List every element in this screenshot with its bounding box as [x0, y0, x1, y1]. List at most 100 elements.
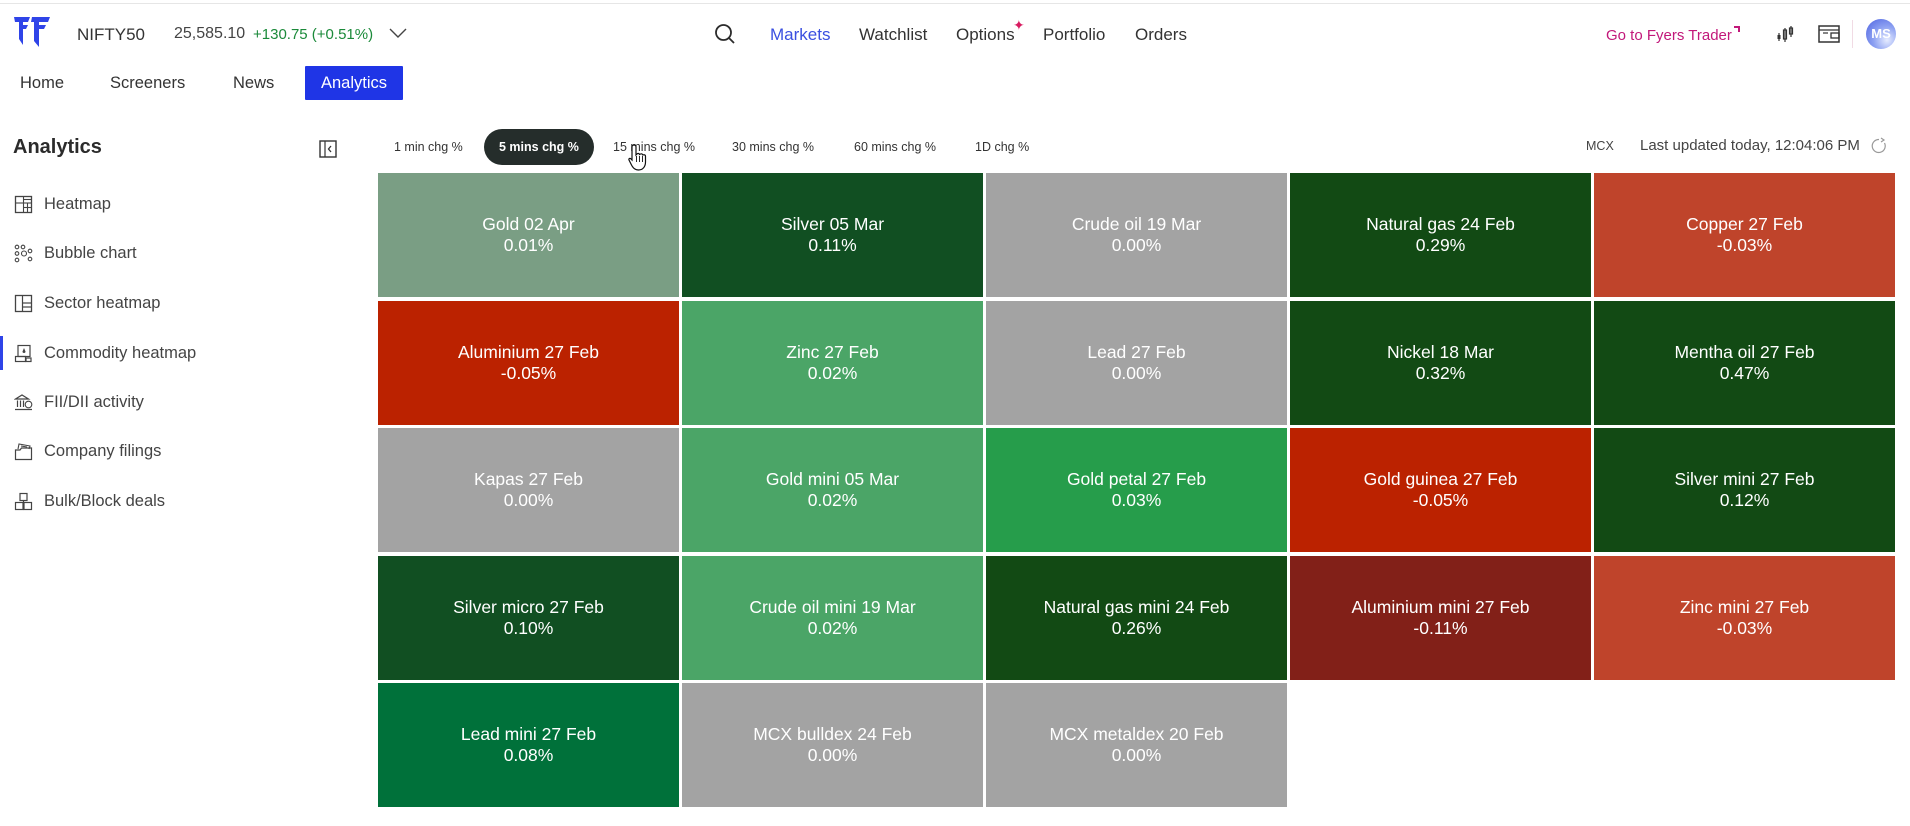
tile-commodity-name: MCX bulldex 24 Feb	[753, 724, 912, 744]
tile-change-percent: 0.01%	[503, 235, 554, 255]
tile-change-percent: 0.12%	[1719, 490, 1770, 510]
sidebar-item-fii-dii-activity[interactable]: FII/DII activity	[0, 385, 340, 419]
sidebar-item-label: Heatmap	[44, 195, 111, 213]
tile-commodity-name: Kapas 27 Feb	[474, 469, 583, 489]
filter-1d[interactable]: 1D chg %	[975, 140, 1030, 154]
filter-1-min[interactable]: 1 min chg %	[394, 140, 463, 154]
heatmap-tile[interactable]: Aluminium mini 27 Feb -0.11%	[1290, 555, 1591, 680]
tile-change-percent: -0.05%	[500, 362, 557, 383]
heatmap-tile[interactable]: Zinc 27 Feb 0.02%	[682, 300, 983, 425]
tile-commodity-name: Mentha oil 27 Feb	[1674, 341, 1815, 362]
heatmap-tile[interactable]: Nickel 18 Mar 0.32%	[1290, 300, 1591, 425]
heatmap-tile[interactable]: Zinc mini 27 Feb -0.03%	[1594, 555, 1895, 680]
tile-change-percent: -0.03%	[1716, 235, 1773, 255]
heatmap-tile[interactable]: Silver micro 27 Feb 0.10%	[378, 555, 679, 680]
heatmap-tile[interactable]: Copper 27 Feb -0.03%	[1594, 173, 1895, 297]
tile-commodity-name: Gold mini 05 Mar	[765, 469, 900, 489]
index-price: 25,585.10	[174, 25, 246, 42]
tab-home[interactable]: Home	[20, 74, 65, 92]
fyers-trader-label: Go to Fyers Trader	[1606, 27, 1732, 44]
collapse-sidebar-icon[interactable]	[319, 140, 337, 158]
commodity-heatmap: Gold 02 Apr 0.01% Silver 05 Mar 0.11% Crude …	[378, 173, 1898, 813]
tile-commodity-name: Zinc mini 27 Feb	[1679, 596, 1810, 617]
heatmap-tile[interactable]: Crude oil 19 Mar 0.00%	[986, 173, 1287, 297]
sidebar-item-label: Sector heatmap	[44, 294, 161, 312]
tile-change-percent: 0.00%	[807, 745, 858, 765]
tile-commodity-name: Silver mini 27 Feb	[1674, 469, 1815, 489]
heatmap-tile[interactable]: Mentha oil 27 Feb 0.47%	[1594, 300, 1895, 425]
filter-30-mins[interactable]: 30 mins chg %	[732, 140, 814, 154]
avatar[interactable]: MS	[1866, 19, 1896, 49]
chevron-down-icon[interactable]	[388, 23, 408, 43]
refresh-icon[interactable]	[1870, 137, 1888, 155]
fyers-logo-icon[interactable]	[12, 15, 52, 49]
tile-commodity-name: Aluminium mini 27 Feb	[1351, 596, 1530, 617]
tab-analytics[interactable]: Analytics	[305, 66, 404, 100]
heatmap-tile[interactable]: Silver 05 Mar 0.11%	[682, 173, 983, 297]
heatmap-tile[interactable]: MCX metaldex 20 Feb 0.00%	[986, 683, 1287, 807]
tile-change-percent: 0.47%	[1719, 362, 1770, 383]
sidebar-item-bubble-chart[interactable]: Bubble chart	[0, 236, 340, 270]
nav-options[interactable]: Options	[956, 25, 1015, 44]
tile-commodity-name: Gold petal 27 Feb	[1066, 469, 1207, 489]
go-to-fyers-trader-link[interactable]: Go to Fyers Trader	[1606, 26, 1740, 44]
bank-icon	[14, 394, 33, 411]
nav-watchlist[interactable]: Watchlist	[859, 25, 928, 44]
tile-change-percent: 0.02%	[807, 362, 858, 383]
heatmap-tile[interactable]: Gold 02 Apr 0.01%	[378, 173, 679, 297]
tile-change-percent: 0.29%	[1415, 235, 1466, 255]
index-name[interactable]: NIFTY50	[77, 25, 146, 44]
heatmap-tile[interactable]: Gold guinea 27 Feb -0.05%	[1290, 428, 1591, 552]
search-icon[interactable]	[713, 22, 737, 46]
heatmap-tile[interactable]: Natural gas mini 24 Feb 0.26%	[986, 555, 1287, 680]
wallet-icon[interactable]	[1818, 24, 1840, 44]
sector-heatmap-icon	[14, 294, 33, 313]
candlestick-chart-icon[interactable]	[1775, 23, 1797, 45]
sidebar-item-bulk-block-deals[interactable]: Bulk/Block deals	[0, 484, 340, 518]
filter-60-mins[interactable]: 60 mins chg %	[854, 140, 936, 154]
heatmap-tile[interactable]: Silver mini 27 Feb 0.12%	[1594, 428, 1895, 552]
heatmap-tile[interactable]: Lead 27 Feb 0.00%	[986, 300, 1287, 425]
heatmap-tile[interactable]: Kapas 27 Feb 0.00%	[378, 428, 679, 552]
sidebar-item-commodity-heatmap[interactable]: Commodity heatmap	[0, 336, 340, 370]
index-change: +130.75 (+0.51%)	[253, 26, 374, 43]
tile-change-percent: 0.02%	[807, 617, 858, 638]
tile-commodity-name: Natural gas mini 24 Feb	[1043, 596, 1230, 617]
folder-icon	[14, 443, 33, 461]
heatmap-tile[interactable]: Crude oil mini 19 Mar 0.02%	[682, 555, 983, 680]
heatmap-tile[interactable]: Natural gas 24 Feb 0.29%	[1290, 173, 1591, 297]
last-updated-text: Last updated today, 12:04:06 PM	[1640, 137, 1860, 154]
heatmap-icon	[14, 195, 33, 214]
tile-change-percent: 0.00%	[503, 490, 554, 510]
nav-markets[interactable]: Markets	[770, 25, 831, 44]
tile-commodity-name: Crude oil 19 Mar	[1071, 214, 1202, 234]
tab-news[interactable]: News	[233, 74, 275, 92]
boxes-icon	[14, 492, 33, 511]
tile-commodity-name: Copper 27 Feb	[1686, 214, 1803, 234]
tile-commodity-name: Zinc 27 Feb	[786, 341, 879, 362]
heatmap-tile[interactable]: Gold petal 27 Feb 0.03%	[986, 428, 1287, 552]
sidebar-item-company-filings[interactable]: Company filings	[0, 434, 340, 468]
commodity-heatmap-icon	[14, 344, 32, 363]
filter-5-mins[interactable]: 5 mins chg %	[484, 129, 594, 165]
tile-commodity-name: Natural gas 24 Feb	[1366, 214, 1515, 234]
tab-screeners[interactable]: Screeners	[110, 74, 186, 92]
sidebar-title: Analytics	[13, 136, 102, 158]
sparkle-icon: ✦	[1013, 17, 1025, 33]
exchange-selector[interactable]: MCX	[1586, 139, 1614, 153]
heatmap-tile[interactable]: MCX bulldex 24 Feb 0.00%	[682, 683, 983, 807]
heatmap-tile[interactable]: Gold mini 05 Mar 0.02%	[682, 428, 983, 552]
nav-portfolio[interactable]: Portfolio	[1043, 25, 1106, 44]
tile-commodity-name: Lead 27 Feb	[1087, 341, 1186, 362]
tile-change-percent: -0.03%	[1716, 617, 1773, 638]
tile-change-percent: -0.05%	[1412, 490, 1469, 510]
bubble-chart-icon	[14, 244, 33, 263]
nav-orders[interactable]: Orders	[1135, 25, 1187, 44]
sidebar-item-sector-heatmap[interactable]: Sector heatmap	[0, 286, 340, 320]
tile-commodity-name: MCX metaldex 20 Feb	[1049, 724, 1224, 744]
heatmap-tile[interactable]: Aluminium 27 Feb -0.05%	[378, 300, 679, 425]
filter-15-mins[interactable]: 15 mins chg %	[613, 140, 695, 154]
tile-commodity-name: Lead mini 27 Feb	[460, 724, 597, 744]
sidebar-item-heatmap[interactable]: Heatmap	[0, 187, 340, 221]
heatmap-tile[interactable]: Lead mini 27 Feb 0.08%	[378, 683, 679, 807]
